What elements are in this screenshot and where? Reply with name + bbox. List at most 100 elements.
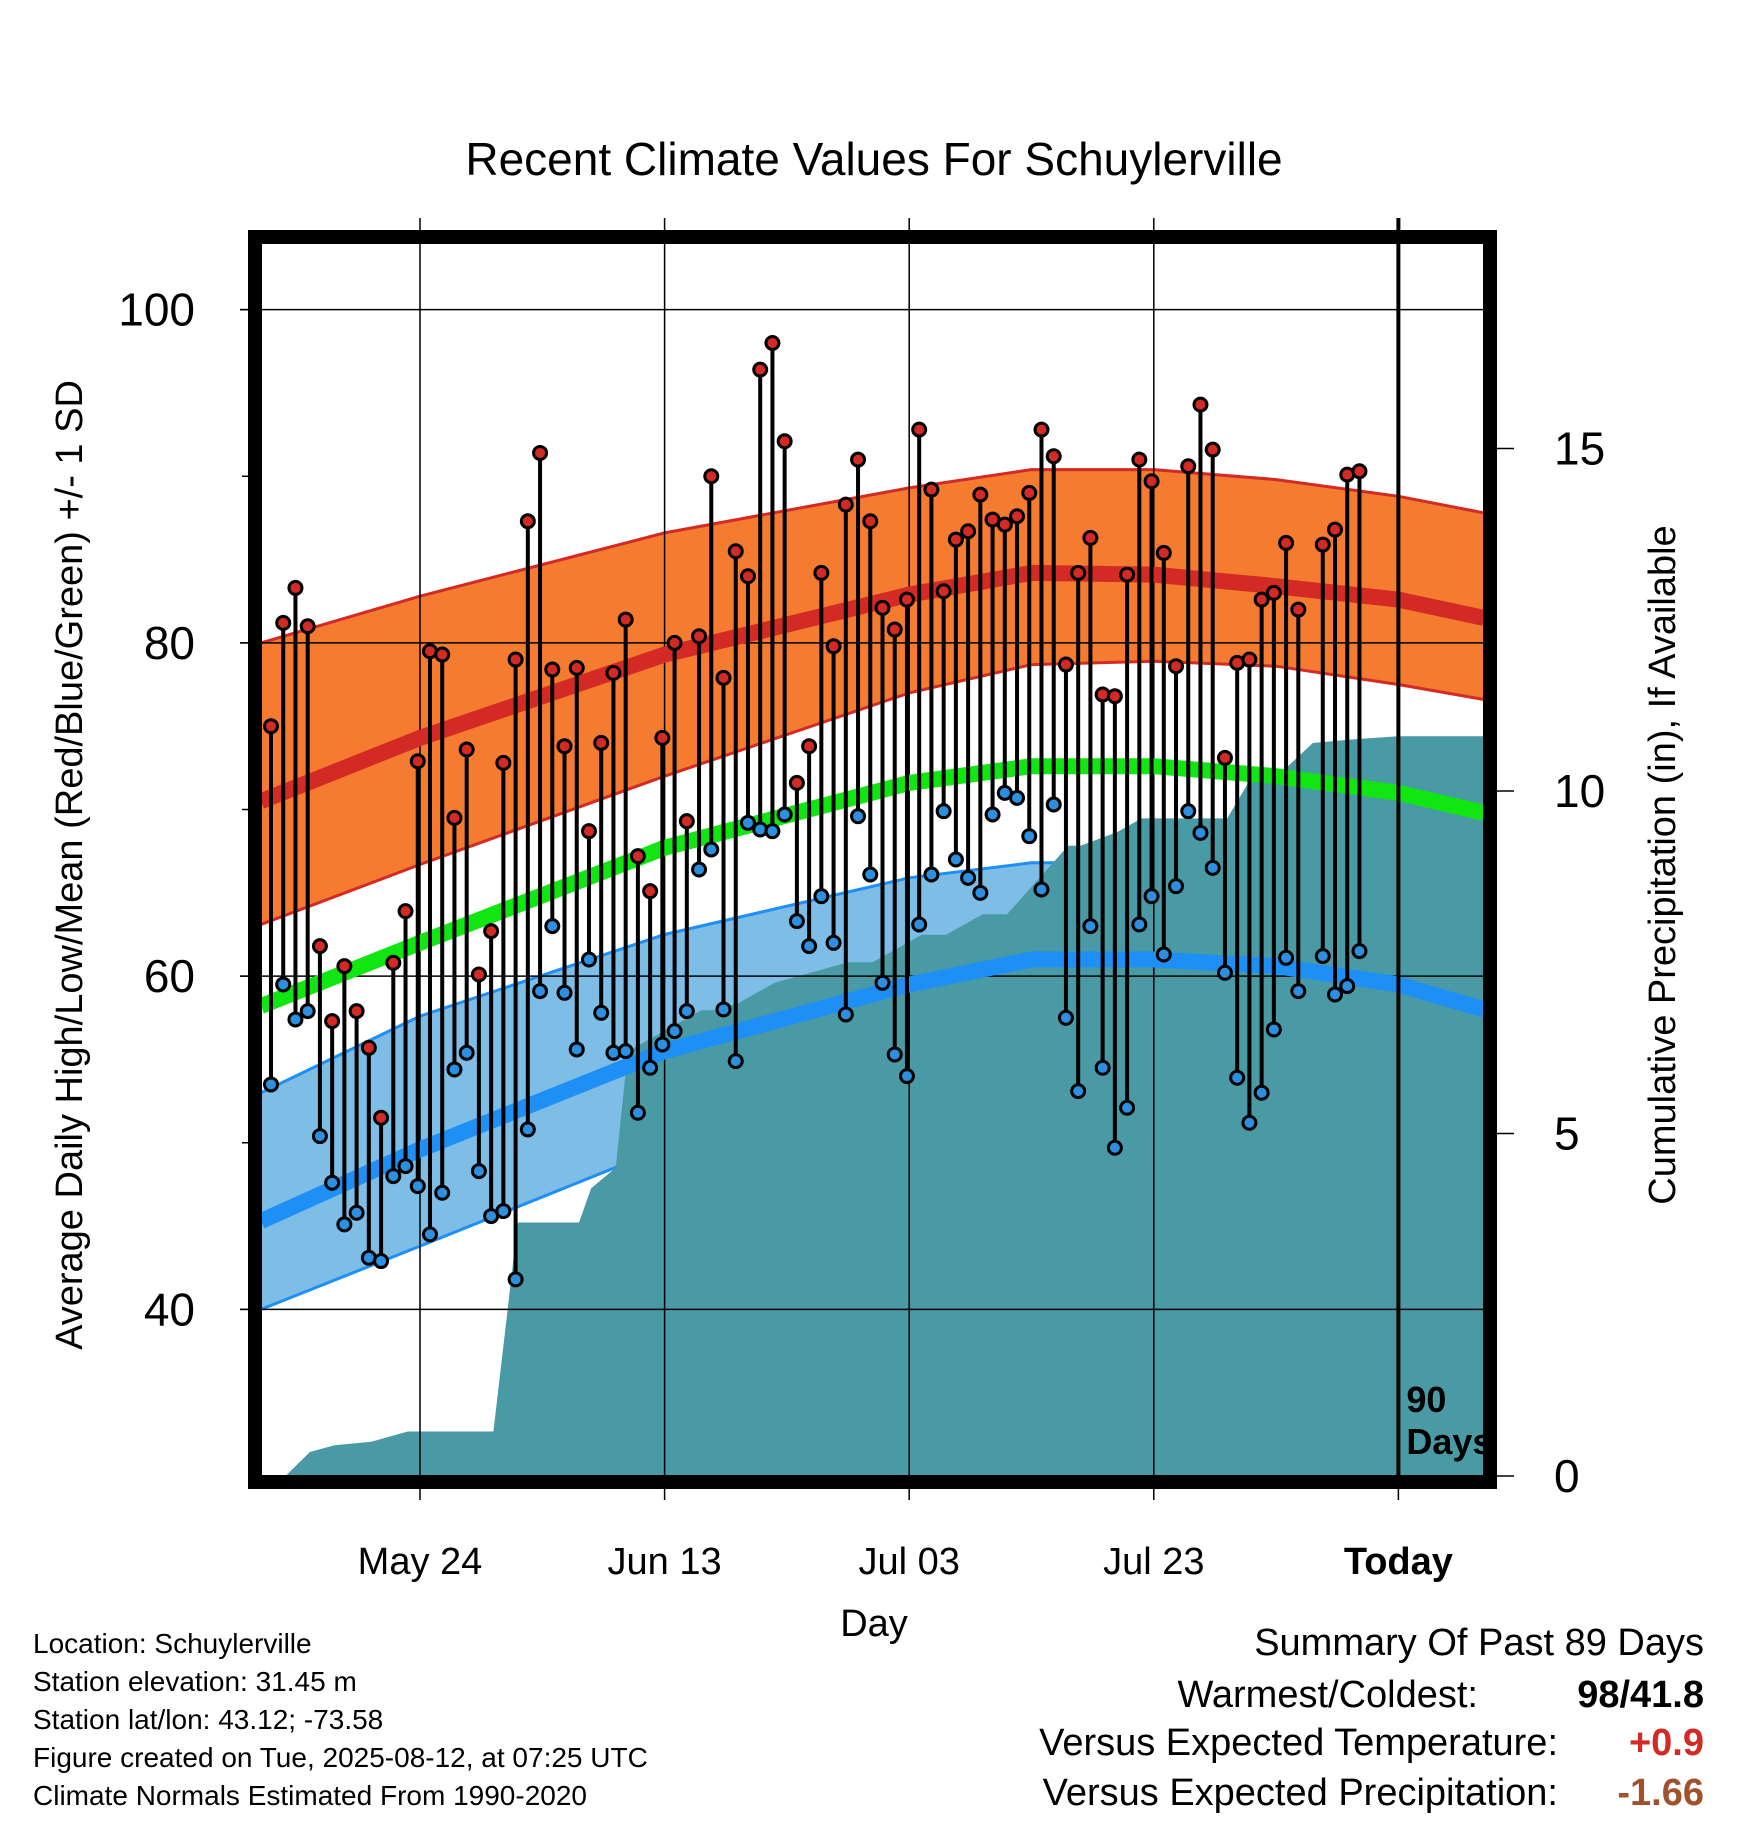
warmest-label: Warmest/Coldest: (1177, 1674, 1478, 1716)
high-point (287, 579, 304, 596)
high-point (972, 486, 989, 503)
high-point (299, 618, 316, 635)
high-point (1143, 473, 1160, 490)
low-point (275, 976, 292, 993)
x-tick-label: Today (1344, 1541, 1453, 1583)
low-point (1021, 828, 1038, 845)
high-point (862, 513, 879, 530)
low-point (788, 913, 805, 930)
low-point (1045, 796, 1062, 813)
low-point (1106, 1139, 1123, 1156)
low-point (421, 1226, 438, 1243)
y2-tick-label: 10 (1554, 765, 1605, 817)
low-point (544, 918, 561, 935)
low-point (776, 806, 793, 823)
high-point (874, 599, 891, 616)
low-point (1241, 1114, 1258, 1131)
high-point (1082, 529, 1099, 546)
low-point (299, 1003, 316, 1020)
info-latlon: Station lat/lon: 43.12; -73.58 (33, 1704, 384, 1735)
high-point (691, 628, 708, 645)
high-point (483, 923, 500, 940)
low-point (837, 1006, 854, 1023)
low-point (311, 1128, 328, 1145)
low-point (1094, 1059, 1111, 1076)
high-point (960, 523, 977, 540)
x-tick-label: Jun 13 (608, 1541, 722, 1583)
coldest-number: 41.8 (1630, 1674, 1704, 1716)
plot-frame (248, 230, 1497, 1489)
high-point (1021, 484, 1038, 501)
high-point (1009, 508, 1026, 525)
high-point (532, 444, 549, 461)
y2-tick-label: 15 (1554, 423, 1605, 475)
low-point (703, 841, 720, 858)
low-point (813, 888, 830, 905)
high-point (739, 568, 756, 585)
high-point (788, 774, 805, 791)
y-axis-right: 0 5 10 15 (1490, 423, 1605, 1502)
high-point (593, 734, 610, 751)
high-point (1119, 566, 1136, 583)
temp-label: Versus Expected Temperature: (1039, 1722, 1558, 1764)
today-marker-label-1: 90 (1406, 1379, 1446, 1420)
low-point (519, 1121, 536, 1138)
high-point (715, 669, 732, 686)
high-point (898, 591, 915, 608)
high-point (1180, 458, 1197, 475)
info-normals: Climate Normals Estimated From 1990-2020 (33, 1780, 587, 1811)
high-point (911, 421, 928, 438)
high-point (519, 513, 536, 530)
y-tick-label: 100 (118, 284, 195, 336)
high-point (458, 741, 475, 758)
low-point (666, 1023, 683, 1040)
low-point (1082, 918, 1099, 935)
high-point (1045, 448, 1062, 465)
low-point (470, 1163, 487, 1180)
high-point (1290, 601, 1307, 618)
grid-lines (240, 218, 1484, 1476)
low-point (642, 1059, 659, 1076)
high-point (825, 638, 842, 655)
high-point (434, 646, 451, 663)
low-point (898, 1068, 915, 1085)
precip-value: -1.66 (1617, 1772, 1704, 1814)
high-point (605, 664, 622, 681)
high-point (275, 614, 292, 631)
high-point (1106, 688, 1123, 705)
low-point (446, 1061, 463, 1078)
low-point (850, 808, 867, 825)
low-point (287, 1011, 304, 1028)
low-point (1119, 1099, 1136, 1116)
x-axis-label: Day (840, 1603, 908, 1645)
low-point (862, 866, 879, 883)
low-point (1339, 978, 1356, 995)
low-point (556, 984, 573, 1001)
low-point (1229, 1069, 1246, 1086)
low-point (801, 938, 818, 955)
info-elevation: Station elevation: 31.45 m (33, 1666, 357, 1697)
x-tick-label: May 24 (358, 1541, 483, 1583)
high-point (1265, 584, 1282, 601)
low-point (1351, 943, 1368, 960)
low-point (984, 806, 1001, 823)
low-point (1009, 789, 1026, 806)
low-point (1180, 803, 1197, 820)
precip-label: Versus Expected Precipitation: (1042, 1772, 1558, 1814)
low-point (385, 1168, 402, 1185)
warmest-value: 98/41.8 (1577, 1674, 1704, 1716)
low-point (935, 803, 952, 820)
low-point (593, 1004, 610, 1021)
low-point (629, 1104, 646, 1121)
low-point (1278, 949, 1295, 966)
high-point (263, 718, 279, 735)
high-point (654, 729, 671, 746)
y2-tick-label: 0 (1554, 1450, 1580, 1502)
high-point (1168, 658, 1185, 675)
high-point (1057, 656, 1074, 673)
high-point (470, 966, 487, 983)
high-point (336, 958, 353, 975)
high-point (360, 1039, 377, 1056)
